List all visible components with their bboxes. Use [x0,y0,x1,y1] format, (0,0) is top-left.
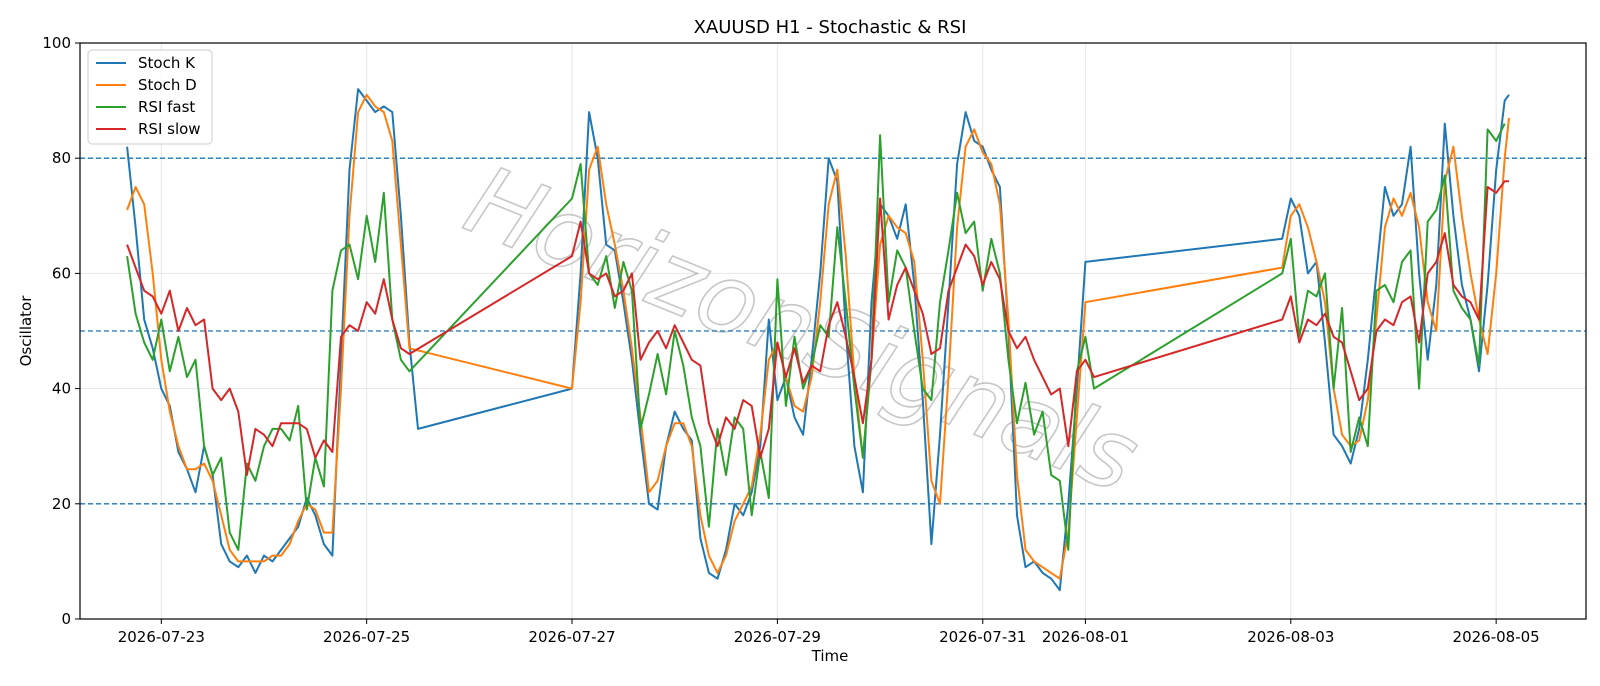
legend-item-rsi-slow: RSI slow [96,120,201,138]
x-tick-label: 2026-07-23 [118,628,205,646]
legend-label-stoch-d: Stoch D [138,76,197,94]
series-line-rsi-slow [126,180,1509,476]
y-tick-label: 40 [52,380,71,398]
x-axis-label: Time [811,647,849,665]
legend-item-rsi-fast: RSI fast [96,98,195,116]
legend-label-rsi-slow: RSI slow [138,120,201,138]
x-tick-label: 2026-07-31 [939,628,1026,646]
x-tick-label: 2026-07-25 [323,628,410,646]
y-tick-label: 0 [61,610,71,628]
series-line-rsi-fast [126,123,1506,551]
legend-box [87,49,213,145]
x-tick-label: 2026-08-03 [1247,628,1334,646]
y-tick-label: 60 [52,264,71,282]
legend-label-rsi-fast: RSI fast [138,98,195,116]
series-line-stoch-d [126,93,1510,580]
legend-item-stoch-k: Stoch K [96,54,196,72]
series-layer [126,88,1510,592]
tick-layer: 0 20 40 60 80 100 2026-07-23 2026-07-25 2026-07-… [42,34,1539,646]
x-tick-label: 2026-08-05 [1453,628,1540,646]
y-tick-label: 20 [52,495,71,513]
plot-frame [79,42,1587,620]
x-tick-label: 2026-07-27 [528,628,615,646]
y-tick-label: 80 [52,149,71,167]
x-tick-label: 2026-08-01 [1042,628,1129,646]
legend-item-stoch-d: Stoch D [96,76,197,94]
chart-title: XAUUSD H1 - Stochastic & RSI [694,17,967,38]
legend: Stoch K Stoch D RSI fast RSI slow [87,49,213,145]
x-tick-label: 2026-07-29 [734,628,821,646]
legend-label-stoch-k: Stoch K [138,54,196,72]
y-tick-label: 100 [42,34,71,52]
y-axis-label: Oscillator [17,295,35,367]
